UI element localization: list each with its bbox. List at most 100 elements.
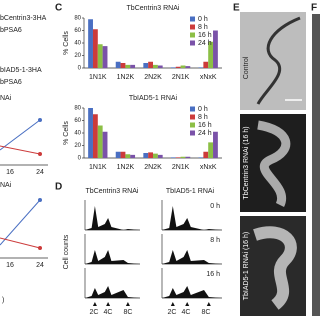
bar bbox=[213, 131, 218, 158]
x-label: 4C bbox=[104, 309, 113, 316]
chart-title: TbCentrin3 RNAi bbox=[127, 5, 180, 12]
axis-title: Cell counts bbox=[63, 234, 70, 269]
y-tick-label: 60 bbox=[74, 28, 81, 34]
label: NAi bbox=[0, 95, 12, 102]
bar bbox=[102, 46, 108, 68]
legend-swatch bbox=[190, 40, 195, 46]
bar bbox=[148, 61, 153, 68]
bar bbox=[175, 157, 181, 158]
bar bbox=[180, 65, 186, 68]
micrographs: Control TbCentrin3 RNAi (16 h) TbIAD5-1 … bbox=[240, 12, 320, 316]
bar bbox=[143, 153, 149, 158]
bar bbox=[130, 154, 136, 158]
bar bbox=[120, 151, 126, 158]
bar bbox=[125, 64, 131, 68]
image-label: Control bbox=[243, 56, 250, 79]
panel-title: TbIAD5-1 RNAi bbox=[166, 188, 215, 195]
histogram bbox=[162, 286, 222, 298]
y-tick-label: 0 bbox=[78, 156, 82, 162]
bar bbox=[148, 152, 153, 158]
bar bbox=[92, 29, 98, 68]
bar bbox=[208, 41, 214, 68]
image bbox=[240, 12, 306, 110]
x-tick-label: 1N2K bbox=[117, 164, 135, 171]
bar bbox=[175, 66, 181, 68]
x-tick-label: 2N2K bbox=[144, 164, 162, 171]
arrow bbox=[125, 302, 130, 306]
x-tick-label: 1N2K bbox=[117, 74, 135, 81]
bar bbox=[130, 64, 136, 68]
bar bbox=[198, 67, 204, 68]
time-label: 0 h bbox=[210, 203, 220, 210]
y-tick-label: 60 bbox=[74, 118, 81, 124]
y-tick-label: 20 bbox=[74, 143, 81, 149]
bar bbox=[102, 131, 108, 158]
y-tick-label: 20 bbox=[74, 53, 81, 59]
bar bbox=[203, 151, 209, 158]
histogram bbox=[162, 250, 222, 264]
bar bbox=[115, 61, 121, 68]
tick-label: 24 bbox=[36, 262, 44, 269]
legend-label: 8 h bbox=[198, 24, 208, 31]
legend-label: 24 h bbox=[198, 130, 212, 137]
axis-title: % Cells bbox=[63, 121, 70, 145]
legend-swatch bbox=[190, 114, 195, 120]
histogram bbox=[85, 286, 140, 298]
legend-swatch bbox=[190, 122, 195, 128]
bar bbox=[115, 151, 121, 158]
panel-title: TbCentrin3 RNAi bbox=[86, 188, 139, 195]
arrow bbox=[170, 302, 175, 306]
bar bbox=[170, 67, 176, 68]
legend-label: 16 h bbox=[198, 32, 212, 39]
time-label: 8 h bbox=[210, 237, 220, 244]
legend-swatch bbox=[190, 24, 195, 30]
x-label: 8C bbox=[124, 309, 133, 316]
bar bbox=[157, 154, 163, 158]
arrow bbox=[106, 302, 111, 306]
label: bIAD5-1-3HA bbox=[0, 67, 42, 74]
label: bPSA6 bbox=[0, 79, 22, 86]
x-tick-label: 1N1K bbox=[89, 74, 107, 81]
legend-swatch bbox=[190, 106, 195, 112]
image-label: TbCentrin3 RNAi (16 h) bbox=[243, 126, 250, 199]
x-label: 2C bbox=[168, 309, 177, 316]
legend-label: 0 h bbox=[198, 106, 208, 113]
bar bbox=[185, 156, 191, 158]
label: bPSA6 bbox=[0, 27, 22, 34]
panel-letter: C bbox=[55, 3, 62, 14]
bar bbox=[213, 30, 218, 68]
cell bbox=[257, 120, 291, 208]
legend-swatch bbox=[190, 16, 195, 22]
tick-label: 16 bbox=[6, 169, 14, 176]
bar bbox=[88, 108, 93, 158]
line bbox=[0, 119, 41, 151]
axis-title: % Cells bbox=[63, 31, 70, 55]
x-tick-label: 2N1K bbox=[172, 74, 190, 81]
tick-label: 24 bbox=[36, 169, 44, 176]
cell bbox=[256, 16, 301, 105]
x-tick-label: 2N1K bbox=[172, 164, 190, 171]
bar bbox=[97, 44, 103, 68]
legend-label: 8 h bbox=[198, 114, 208, 121]
x-label: 8C bbox=[202, 309, 211, 316]
x-tick-label: 2N2K bbox=[144, 74, 162, 81]
bar bbox=[97, 125, 103, 158]
point bbox=[38, 118, 42, 122]
line bbox=[0, 237, 41, 249]
arrow bbox=[92, 302, 97, 306]
y-tick-label: 0 bbox=[78, 66, 82, 72]
y-tick-label: 80 bbox=[74, 16, 81, 22]
x-label: 2C bbox=[90, 309, 99, 316]
histogram bbox=[85, 250, 140, 264]
point bbox=[38, 246, 42, 250]
flow-panel: TbCentrin3 RNAi TbIAD5-1 RNAi Cell count… bbox=[63, 188, 222, 316]
point bbox=[38, 152, 42, 156]
chart-title: TbIAD5-1 RNAi bbox=[129, 95, 178, 102]
time-label: 16 h bbox=[206, 271, 220, 278]
tick-label: 16 bbox=[6, 262, 14, 269]
legend-swatch bbox=[190, 130, 195, 136]
legend-label: 24 h bbox=[198, 40, 212, 47]
cell bbox=[253, 226, 297, 310]
label: bCentrin3-3HA bbox=[0, 15, 47, 22]
